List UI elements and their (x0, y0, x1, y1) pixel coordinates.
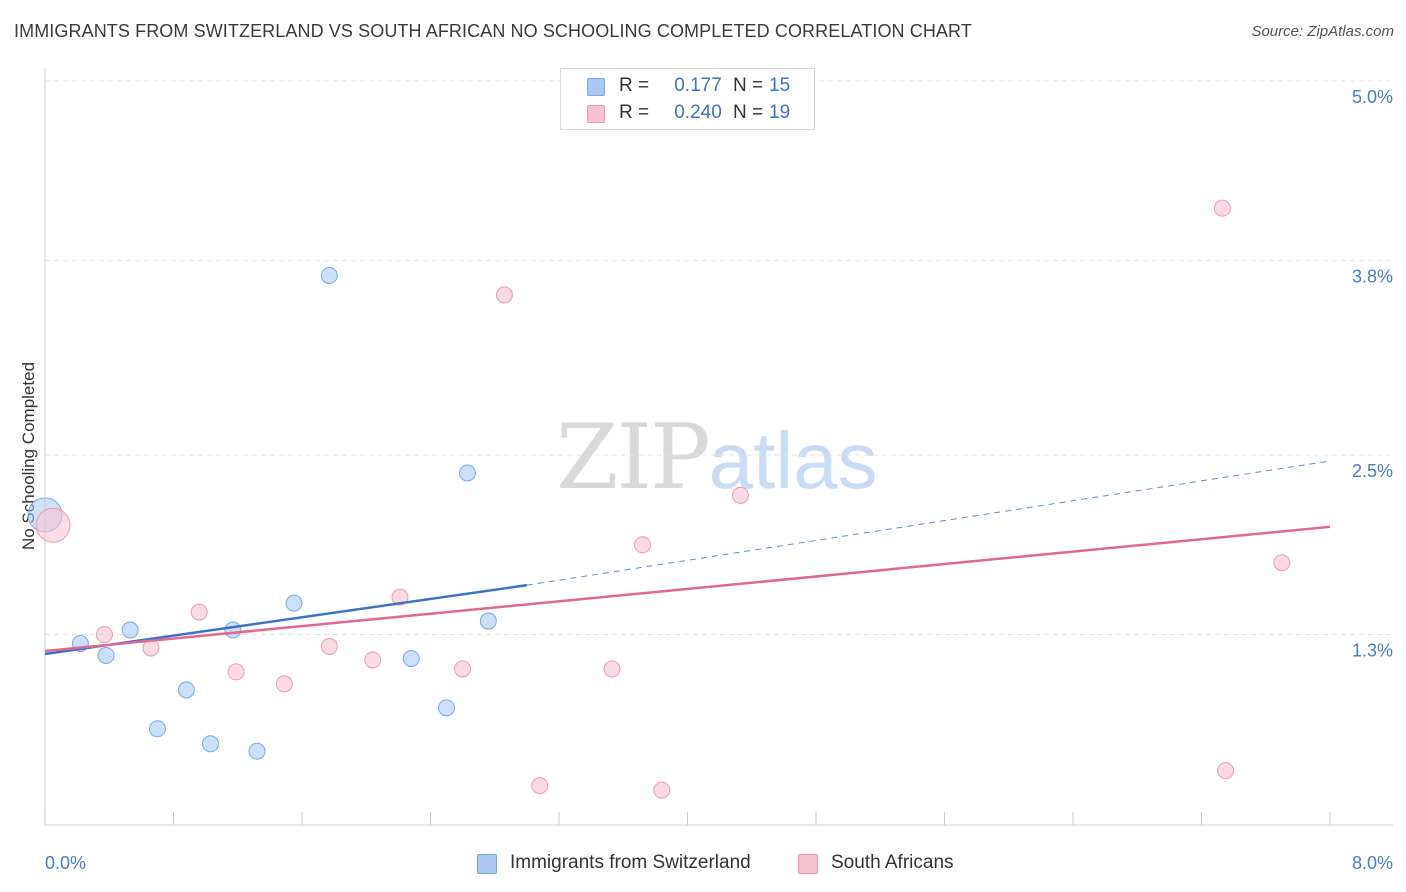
south-africans-point (1273, 554, 1291, 572)
y-tick-label: 5.0% (1352, 87, 1393, 107)
switzerland-point (121, 621, 139, 639)
south-africans-point (391, 588, 409, 606)
switzerland-point (320, 266, 338, 284)
stats-r-value: 0.177 (674, 75, 722, 96)
stats-box: R = 0.177 N = 15 R = 0.240 N = 19 (560, 68, 815, 130)
legend-swatch-south-africans (798, 854, 818, 874)
south-africans-point (1213, 199, 1231, 217)
south-africans-point (35, 507, 71, 543)
y-tick-label: 1.3% (1352, 641, 1393, 661)
south-africans-point (653, 781, 671, 799)
stats-r-label: R = (619, 102, 650, 123)
switzerland-point (402, 649, 420, 667)
stats-swatch-switzerland (587, 78, 605, 96)
switzerland-point (285, 594, 303, 612)
switzerland-point (201, 735, 219, 753)
switzerland-point (224, 621, 242, 639)
south-africans-trend-line (44, 525, 1331, 653)
stats-n-label: N = (733, 102, 764, 123)
stats-r-value: 0.240 (674, 102, 722, 123)
watermark: ZIPatlas (556, 405, 878, 510)
legend-label: South Africans (831, 852, 954, 873)
legend-label: Immigrants from Switzerland (510, 852, 751, 873)
south-africans-point (732, 486, 750, 504)
south-africans-point (227, 663, 245, 681)
stats-n-value: 15 (769, 75, 791, 96)
x-tick-label: 0.0% (45, 853, 86, 873)
switzerland-point (248, 742, 266, 760)
switzerland-point (438, 699, 456, 717)
stats-r-label: R = (619, 75, 650, 96)
switzerland-point (148, 720, 166, 738)
south-africans-point (454, 660, 472, 678)
stats-n-label: N = (733, 75, 764, 96)
south-africans-point (320, 637, 338, 655)
south-africans-point (95, 626, 113, 644)
watermark-zip: ZIP (556, 405, 711, 510)
stats-n-value: 19 (769, 102, 791, 123)
south-africans-point (364, 651, 382, 669)
stats-swatch-south-africans (587, 105, 605, 123)
south-africans-point (603, 660, 621, 678)
south-africans-point (1217, 762, 1235, 780)
y-tick-label: 2.5% (1352, 461, 1393, 481)
switzerland-trend-extension (526, 460, 1331, 586)
switzerland-point (479, 612, 497, 630)
chart-title: IMMIGRANTS FROM SWITZERLAND VS SOUTH AFR… (14, 21, 972, 41)
switzerland-point (458, 464, 476, 482)
switzerland-point (97, 646, 115, 664)
y-tick-label: 3.8% (1352, 267, 1393, 287)
south-africans-point (275, 675, 293, 693)
south-africans-point (190, 603, 208, 621)
switzerland-point (177, 681, 195, 699)
south-africans-point (495, 286, 513, 304)
south-africans-point (634, 536, 652, 554)
legend: Immigrants from Switzerland South Africa… (0, 852, 1406, 878)
legend-swatch-switzerland (477, 854, 497, 874)
south-africans-point (531, 777, 549, 795)
x-tick-label: 8.0% (1352, 853, 1393, 873)
source-label: Source: ZipAtlas.com (1251, 23, 1394, 40)
